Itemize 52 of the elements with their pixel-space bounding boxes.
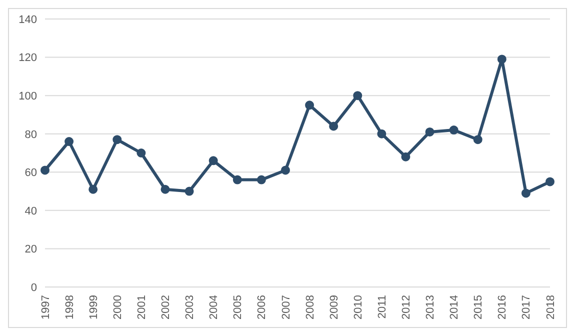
y-tick-label: 120: [18, 52, 37, 64]
x-tick-label: 2012: [400, 295, 413, 320]
point: [305, 100, 314, 110]
x-tick-label: 2008: [304, 295, 316, 320]
y-tick-label: 0: [30, 282, 37, 294]
x-tick-label: 2003: [184, 295, 196, 320]
x-tick-label: 2000: [112, 295, 124, 320]
x-tick-label: 2005: [232, 295, 244, 320]
point: [521, 188, 530, 198]
point: [280, 166, 290, 175]
point: [329, 122, 338, 131]
point: [401, 152, 410, 162]
point: [136, 148, 146, 158]
point: [377, 129, 386, 138]
x-tick-label: 2004: [208, 295, 220, 320]
x-tick-label: 2017: [520, 295, 533, 320]
point: [64, 137, 74, 146]
x-tick-label: 2014: [448, 295, 461, 320]
x-tick-label: 2002: [160, 295, 172, 320]
point: [232, 175, 242, 184]
point: [88, 184, 98, 194]
x-tick-label: 2001: [136, 295, 148, 320]
x-tick-label: 2006: [256, 295, 268, 320]
y-tick-label: 60: [24, 167, 37, 180]
point: [208, 156, 218, 166]
x-tick-label: 1999: [88, 295, 100, 320]
point: [112, 135, 122, 144]
y-tick-label: 80: [24, 128, 37, 141]
y-tick-label: 140: [18, 14, 37, 26]
x-tick-label: 2016: [496, 295, 509, 320]
point: [160, 184, 170, 194]
x-tick-label: 1998: [64, 295, 76, 320]
point: [425, 127, 434, 136]
point: [473, 135, 482, 144]
point: [353, 91, 362, 100]
x-tick-label: 1997: [40, 295, 52, 320]
point: [184, 186, 194, 196]
point: [256, 175, 266, 184]
point: [40, 166, 50, 175]
x-tick-label: 2007: [280, 295, 292, 320]
x-tick-label: 2009: [328, 295, 340, 320]
x-tick-label: 2010: [352, 295, 364, 320]
point: [546, 177, 554, 186]
x-tick-label: 2018: [544, 295, 557, 320]
x-tick-label: 2015: [472, 295, 485, 320]
y-tick-label: 100: [18, 90, 37, 102]
point: [497, 54, 506, 64]
x-tick-label: 2011: [376, 295, 388, 319]
point: [449, 126, 458, 135]
y-tick-label: 40: [24, 205, 37, 218]
x-tick-label: 2013: [424, 295, 437, 320]
y-tick-label: 20: [24, 244, 37, 256]
